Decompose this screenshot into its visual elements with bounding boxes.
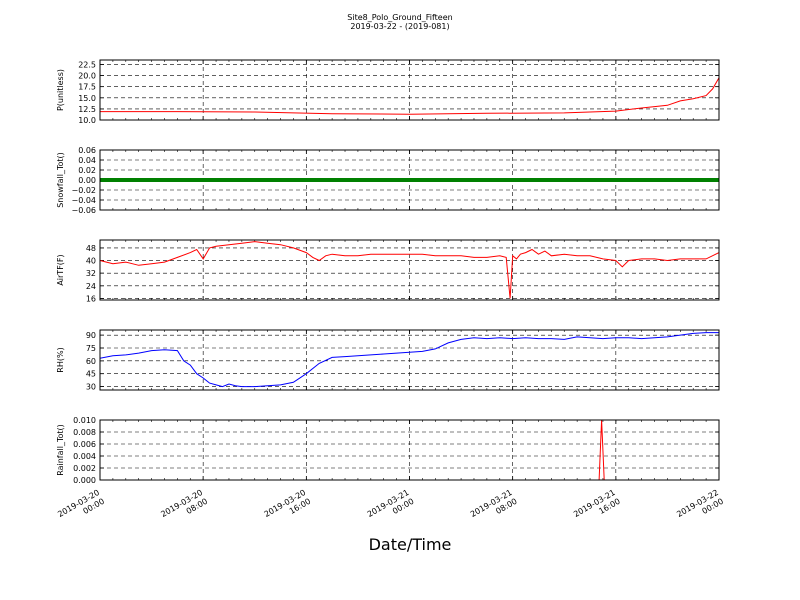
x-axis-label: Date/Time (369, 535, 452, 554)
plot-frame (99, 239, 720, 301)
y-tick-label: 30 (86, 383, 96, 392)
plot-frame (99, 329, 720, 391)
y-axis-label: Rainfall_Tot() (56, 424, 65, 476)
panel-4: 90 75 60 45 30 RH(%) (56, 329, 720, 392)
x-tick-label: 2019-03-2200:00 (675, 488, 725, 528)
y-tick-label: −0.02 (71, 186, 96, 195)
y-tick-label: −0.04 (71, 196, 96, 205)
x-tick-label: 2019-03-2108:00 (469, 488, 519, 528)
y-tick-label: 75 (86, 344, 96, 353)
plot-frame (99, 149, 720, 211)
y-tick-label: 17.5 (78, 83, 96, 92)
panel-1: 22.5 20.0 17.5 15.0 12.5 10.0 P(unitless) (56, 59, 720, 125)
y-tick-label: 48 (86, 244, 96, 253)
y-axis-label: AirTF(F) (56, 254, 65, 285)
y-axis-label: P(unitless) (56, 69, 65, 111)
y-tick-label: 0.008 (73, 428, 96, 437)
y-tick-label: 15.0 (78, 94, 96, 103)
x-tick-label: 2019-03-2008:00 (159, 488, 209, 528)
panel-5: 0.010 0.008 0.006 0.004 0.002 0.000 Rainfall_T… (56, 416, 720, 485)
series-line (99, 241, 720, 299)
y-tick-label: 0.006 (73, 440, 96, 449)
y-tick-label: 12.5 (78, 105, 96, 114)
x-tick-label: 2019-03-2000:00 (56, 488, 106, 528)
y-tick-label: 60 (86, 357, 96, 366)
y-axis-label: Snowfall_Tot() (56, 152, 65, 208)
y-tick-label: 24 (86, 282, 96, 291)
y-tick-label: 0.000 (73, 476, 96, 485)
x-tick-label: 2019-03-2100:00 (366, 488, 416, 528)
x-tick-label: 2019-03-2116:00 (572, 488, 622, 528)
y-tick-label: 32 (86, 269, 96, 278)
y-tick-label: 45 (86, 370, 96, 379)
y-tick-label: 0.02 (78, 166, 96, 175)
y-tick-label: 0.06 (78, 146, 96, 155)
y-tick-label: 90 (86, 331, 96, 340)
panel-2: 0.060.040.020.00−0.02−0.04−0.06 Snowfall_… (56, 146, 720, 215)
plot-frame (99, 59, 720, 121)
y-tick-label: −0.06 (71, 206, 96, 215)
y-axis-label: RH(%) (56, 347, 65, 372)
x-tick-label: 2019-03-2016:00 (263, 488, 313, 528)
y-tick-label: 0.004 (73, 452, 96, 461)
figure-title: Site8_Polo_Ground_Fifteen (347, 13, 452, 22)
y-tick-label: 0.002 (73, 464, 96, 473)
y-tick-label: 0.00 (78, 176, 96, 185)
y-tick-label: 0.010 (73, 416, 96, 425)
figure-subtitle: 2019-03-22 - (2019-081) (350, 22, 449, 31)
y-tick-label: 10.0 (78, 116, 96, 125)
plot-frame (99, 419, 720, 481)
series-line (100, 77, 720, 115)
y-tick-label: 0.04 (78, 156, 96, 165)
y-tick-label: 16 (86, 294, 96, 303)
y-tick-label: 40 (86, 257, 96, 266)
y-tick-label: 20.0 (78, 72, 96, 81)
panel-3: 48 40 32 24 16 AirTF(F) (56, 239, 720, 303)
series-line (99, 332, 719, 388)
y-tick-label: 22.5 (78, 60, 96, 69)
